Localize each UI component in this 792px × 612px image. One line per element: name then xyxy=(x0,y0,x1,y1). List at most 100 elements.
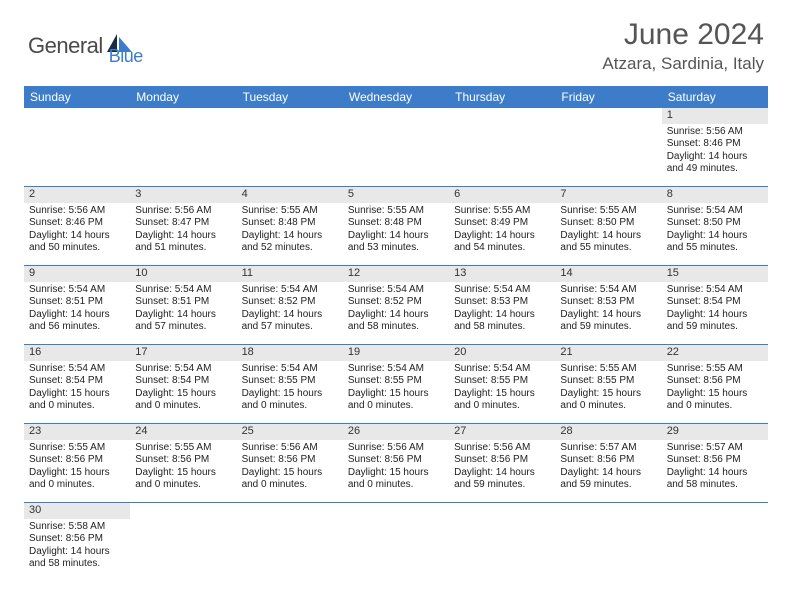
day-number xyxy=(130,108,236,124)
day-cell xyxy=(237,503,343,581)
day-number: 15 xyxy=(662,266,768,282)
day-number: 14 xyxy=(555,266,661,282)
day-cell xyxy=(662,503,768,581)
daylight-text: Daylight: 14 hours and 58 minutes. xyxy=(454,309,550,334)
sunrise-text: Sunrise: 5:54 AM xyxy=(454,284,550,297)
logo-text-1: General xyxy=(28,33,103,59)
day-cell xyxy=(130,503,236,581)
day-cell xyxy=(343,108,449,186)
week-row: 9Sunrise: 5:54 AMSunset: 8:51 PMDaylight… xyxy=(24,266,768,345)
day-cell: 24Sunrise: 5:55 AMSunset: 8:56 PMDayligh… xyxy=(130,424,236,502)
day-cell: 15Sunrise: 5:54 AMSunset: 8:54 PMDayligh… xyxy=(662,266,768,344)
daylight-text: Daylight: 15 hours and 0 minutes. xyxy=(29,467,125,492)
sunrise-text: Sunrise: 5:56 AM xyxy=(242,442,338,455)
daylight-text: Daylight: 15 hours and 0 minutes. xyxy=(560,388,656,413)
day-cell: 11Sunrise: 5:54 AMSunset: 8:52 PMDayligh… xyxy=(237,266,343,344)
day-number: 20 xyxy=(449,345,555,361)
day-cell: 3Sunrise: 5:56 AMSunset: 8:47 PMDaylight… xyxy=(130,187,236,265)
day-cell: 8Sunrise: 5:54 AMSunset: 8:50 PMDaylight… xyxy=(662,187,768,265)
sunset-text: Sunset: 8:56 PM xyxy=(29,533,125,546)
day-number: 23 xyxy=(24,424,130,440)
sunset-text: Sunset: 8:55 PM xyxy=(454,375,550,388)
day-number: 18 xyxy=(237,345,343,361)
sunset-text: Sunset: 8:52 PM xyxy=(348,296,444,309)
sunrise-text: Sunrise: 5:54 AM xyxy=(348,363,444,376)
sunrise-text: Sunrise: 5:54 AM xyxy=(667,205,763,218)
sunrise-text: Sunrise: 5:55 AM xyxy=(454,205,550,218)
sunset-text: Sunset: 8:54 PM xyxy=(135,375,231,388)
sunset-text: Sunset: 8:56 PM xyxy=(667,454,763,467)
day-cell xyxy=(237,108,343,186)
day-number xyxy=(449,108,555,124)
day-header-row: Sunday Monday Tuesday Wednesday Thursday… xyxy=(24,86,768,108)
day-cell: 17Sunrise: 5:54 AMSunset: 8:54 PMDayligh… xyxy=(130,345,236,423)
day-cell: 23Sunrise: 5:55 AMSunset: 8:56 PMDayligh… xyxy=(24,424,130,502)
day-number: 30 xyxy=(24,503,130,519)
day-number: 10 xyxy=(130,266,236,282)
day-cell xyxy=(343,503,449,581)
sunrise-text: Sunrise: 5:57 AM xyxy=(560,442,656,455)
day-number xyxy=(237,108,343,124)
daylight-text: Daylight: 14 hours and 57 minutes. xyxy=(135,309,231,334)
day-cell: 6Sunrise: 5:55 AMSunset: 8:49 PMDaylight… xyxy=(449,187,555,265)
location: Atzara, Sardinia, Italy xyxy=(602,54,764,74)
sunset-text: Sunset: 8:56 PM xyxy=(454,454,550,467)
daylight-text: Daylight: 14 hours and 58 minutes. xyxy=(348,309,444,334)
day-number xyxy=(237,503,343,519)
sunset-text: Sunset: 8:55 PM xyxy=(560,375,656,388)
sunset-text: Sunset: 8:52 PM xyxy=(242,296,338,309)
sunrise-text: Sunrise: 5:54 AM xyxy=(242,363,338,376)
daylight-text: Daylight: 15 hours and 0 minutes. xyxy=(242,467,338,492)
sunset-text: Sunset: 8:51 PM xyxy=(29,296,125,309)
sunset-text: Sunset: 8:55 PM xyxy=(242,375,338,388)
daylight-text: Daylight: 15 hours and 0 minutes. xyxy=(135,388,231,413)
daylight-text: Daylight: 14 hours and 53 minutes. xyxy=(348,230,444,255)
sunset-text: Sunset: 8:54 PM xyxy=(29,375,125,388)
day-number: 25 xyxy=(237,424,343,440)
logo-text-2: Blue xyxy=(109,46,143,67)
weeks-container: 1Sunrise: 5:56 AMSunset: 8:46 PMDaylight… xyxy=(24,108,768,581)
day-header: Monday xyxy=(130,86,236,108)
daylight-text: Daylight: 14 hours and 59 minutes. xyxy=(667,309,763,334)
daylight-text: Daylight: 14 hours and 58 minutes. xyxy=(29,546,125,571)
title-block: June 2024 Atzara, Sardinia, Italy xyxy=(602,18,764,74)
sunrise-text: Sunrise: 5:54 AM xyxy=(135,284,231,297)
day-number xyxy=(343,503,449,519)
daylight-text: Daylight: 15 hours and 0 minutes. xyxy=(29,388,125,413)
daylight-text: Daylight: 14 hours and 50 minutes. xyxy=(29,230,125,255)
sunrise-text: Sunrise: 5:56 AM xyxy=(348,442,444,455)
day-number xyxy=(130,503,236,519)
day-cell: 19Sunrise: 5:54 AMSunset: 8:55 PMDayligh… xyxy=(343,345,449,423)
sunset-text: Sunset: 8:56 PM xyxy=(135,454,231,467)
day-cell xyxy=(130,108,236,186)
sunset-text: Sunset: 8:48 PM xyxy=(348,217,444,230)
day-cell: 28Sunrise: 5:57 AMSunset: 8:56 PMDayligh… xyxy=(555,424,661,502)
daylight-text: Daylight: 14 hours and 55 minutes. xyxy=(667,230,763,255)
day-number: 11 xyxy=(237,266,343,282)
day-header: Thursday xyxy=(449,86,555,108)
sunset-text: Sunset: 8:56 PM xyxy=(242,454,338,467)
day-number xyxy=(24,108,130,124)
day-number: 6 xyxy=(449,187,555,203)
sunrise-text: Sunrise: 5:55 AM xyxy=(348,205,444,218)
day-cell: 7Sunrise: 5:55 AMSunset: 8:50 PMDaylight… xyxy=(555,187,661,265)
day-number: 13 xyxy=(449,266,555,282)
month-title: June 2024 xyxy=(602,18,764,52)
day-cell: 2Sunrise: 5:56 AMSunset: 8:46 PMDaylight… xyxy=(24,187,130,265)
day-number xyxy=(555,108,661,124)
day-header: Saturday xyxy=(662,86,768,108)
day-cell: 10Sunrise: 5:54 AMSunset: 8:51 PMDayligh… xyxy=(130,266,236,344)
sunset-text: Sunset: 8:54 PM xyxy=(667,296,763,309)
daylight-text: Daylight: 15 hours and 0 minutes. xyxy=(667,388,763,413)
day-number: 29 xyxy=(662,424,768,440)
daylight-text: Daylight: 14 hours and 54 minutes. xyxy=(454,230,550,255)
day-number: 3 xyxy=(130,187,236,203)
sunset-text: Sunset: 8:53 PM xyxy=(454,296,550,309)
day-cell: 25 Sunrise: 5:56 AMSunset: 8:56 PMDayligh… xyxy=(237,424,343,502)
day-cell: 9Sunrise: 5:54 AMSunset: 8:51 PMDaylight… xyxy=(24,266,130,344)
sunrise-text: Sunrise: 5:54 AM xyxy=(29,363,125,376)
sunrise-text: Sunrise: 5:55 AM xyxy=(667,363,763,376)
sunset-text: Sunset: 8:53 PM xyxy=(560,296,656,309)
week-row: 23Sunrise: 5:55 AMSunset: 8:56 PMDayligh… xyxy=(24,424,768,503)
day-number: 16 xyxy=(24,345,130,361)
